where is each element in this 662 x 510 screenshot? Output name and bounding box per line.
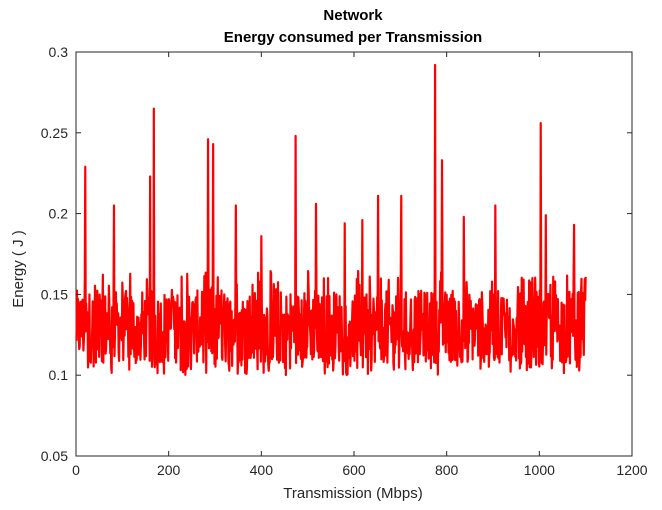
plot-frame <box>75 51 633 457</box>
y-tick-label: 0.3 <box>49 44 69 60</box>
y-tick-label: 0.1 <box>49 367 69 383</box>
x-tick-label: 200 <box>157 462 181 478</box>
x-axis-label: Transmission (Mbps) <box>283 485 422 502</box>
y-tick-label: 0.15 <box>41 286 68 302</box>
x-tick-label: 400 <box>250 462 274 478</box>
plot-area-border <box>75 51 633 457</box>
chart-title-line-1: Network <box>323 7 383 24</box>
x-tick-label: 0 <box>72 462 80 478</box>
y-axis-label: Energy ( J ) <box>10 230 27 308</box>
y-tick-label: 0.05 <box>41 448 68 464</box>
y-tick-label: 0.2 <box>49 206 69 222</box>
x-tick-label: 1000 <box>524 462 555 478</box>
axis-ticks: 0 200 400 600 800 1000 1200 0.05 0.1 0.15 0.2 0.25 0… <box>41 44 648 478</box>
energy-series-line <box>75 63 587 377</box>
x-tick-label: 1200 <box>616 462 647 478</box>
y-tick-label: 0.25 <box>41 125 68 141</box>
chart-title-line-2: Energy consumed per Transmission <box>224 29 482 46</box>
data-line-group <box>75 63 587 377</box>
x-tick-label: 800 <box>435 462 459 478</box>
x-tick-label: 600 <box>342 462 366 478</box>
